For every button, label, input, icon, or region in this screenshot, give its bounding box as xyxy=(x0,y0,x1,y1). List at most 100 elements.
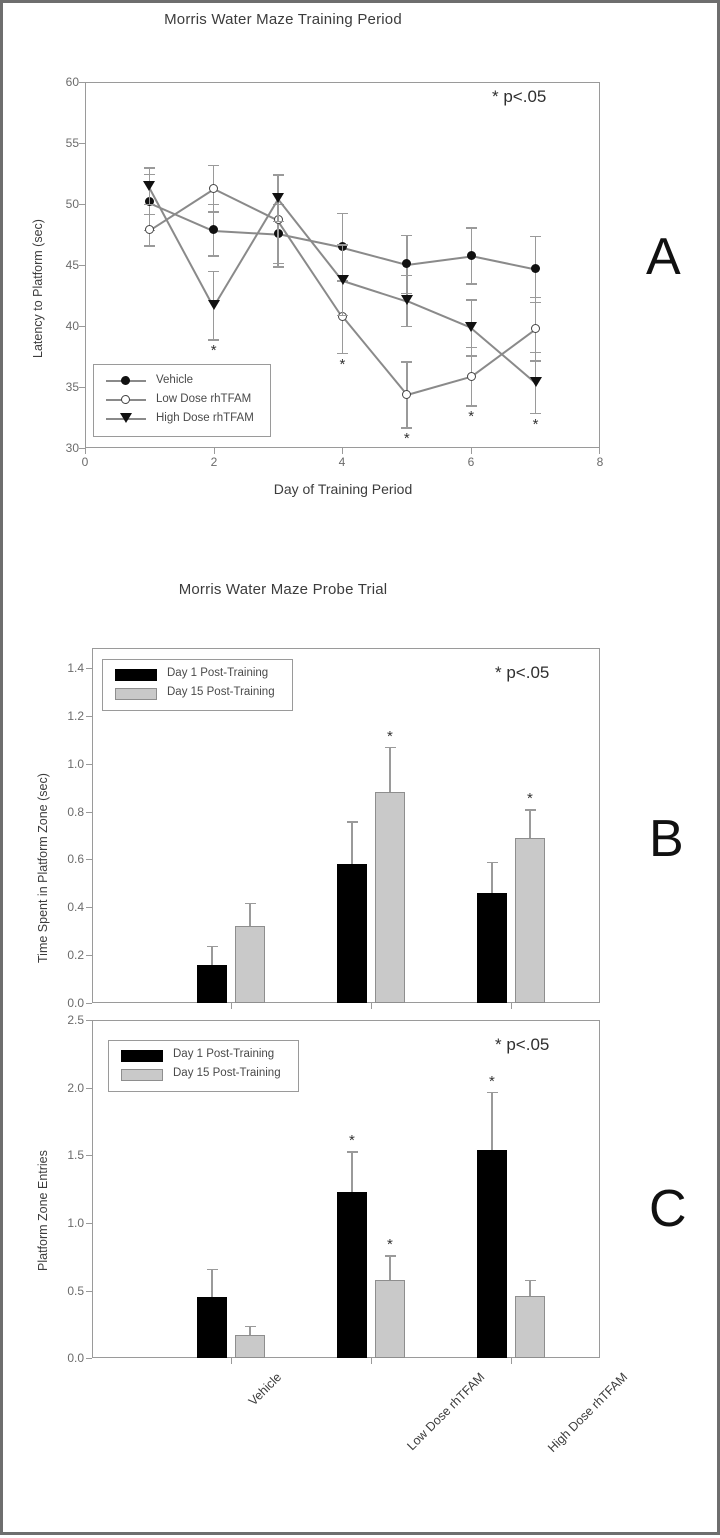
error-bar-cap xyxy=(346,1151,358,1153)
panel-a-xtick-mark xyxy=(85,448,87,454)
error-bar-cap xyxy=(401,274,413,277)
panel-c-ytick: 2.0 xyxy=(67,1081,84,1095)
series-segment xyxy=(148,188,215,232)
panel-a-title: Morris Water Maze Training Period xyxy=(164,11,402,28)
panel-b-title: Morris Water Maze Probe Trial xyxy=(178,581,388,598)
error-bar-cap xyxy=(337,315,348,317)
error-bar-cap xyxy=(465,283,477,285)
error-bar xyxy=(491,1091,493,1150)
panel-c-ytick-mark xyxy=(86,1020,92,1022)
panel-a-xtick: 0 xyxy=(81,455,89,469)
panel-b-legend: Day 1 Post-Training Day 15 Post-Training xyxy=(102,659,293,711)
panel-a-ytick-mark xyxy=(79,204,85,206)
panel-c-xtick-mark xyxy=(371,1358,373,1364)
panel-b: Morris Water Maze Probe Trial B Time Spe… xyxy=(3,563,720,1013)
series-segment xyxy=(406,255,472,266)
error-bar-cap xyxy=(272,173,284,175)
data-point-high-dose xyxy=(465,322,478,333)
error-bar xyxy=(211,945,213,965)
panel-c-xtick-mark xyxy=(511,1358,513,1364)
error-bar xyxy=(389,746,391,793)
error-bar-cap xyxy=(337,352,348,355)
error-bar-cap xyxy=(346,821,358,823)
legend-swatch-black xyxy=(121,1050,163,1062)
panel-c-ytick: 1.0 xyxy=(67,1216,84,1230)
bar-day1 xyxy=(337,1191,367,1358)
panel-b-ytick: 0.2 xyxy=(67,948,84,962)
error-bar-cap xyxy=(384,746,396,749)
panel-c-legend: Day 1 Post-Training Day 15 Post-Training xyxy=(108,1040,299,1092)
panel-b-ytick-mark xyxy=(86,764,92,766)
panel-a-xtick-mark xyxy=(471,448,473,454)
error-bar xyxy=(249,1325,251,1335)
data-point-high-dose xyxy=(143,180,156,191)
legend-label: Day 15 Post-Training xyxy=(167,686,275,698)
legend-label: Day 1 Post-Training xyxy=(167,667,269,679)
panel-b-letter: B xyxy=(649,810,684,868)
panel-a-legend: Vehicle Low Dose rhTFAM High Dose rhTFAM xyxy=(93,364,271,437)
panel-a-series-layer: * * * * * xyxy=(3,3,720,523)
panel-b-bars-layer: * * xyxy=(3,563,720,1013)
legend-row: Vehicle xyxy=(94,371,270,390)
legend-swatch-black xyxy=(115,669,157,681)
significance-star: * xyxy=(210,342,217,360)
error-bar xyxy=(389,1255,391,1280)
panel-a-pvalue-note: * p<.05 xyxy=(492,87,547,106)
bar-day1 xyxy=(477,892,507,1003)
panel-c-ytick-mark xyxy=(86,1088,92,1090)
panel-c-ytick-mark xyxy=(86,1223,92,1225)
error-bar-cap xyxy=(530,296,542,299)
panel-a-ytick-mark xyxy=(79,387,85,389)
significance-star: * xyxy=(403,430,410,448)
open-circle-icon xyxy=(121,395,130,404)
panel-a-xtick: 4 xyxy=(338,455,346,469)
data-point-vehicle xyxy=(466,250,476,260)
panel-c-ytick: 0.0 xyxy=(67,1351,84,1365)
bar-day1 xyxy=(337,864,367,1003)
panel-b-ytick: 1.4 xyxy=(67,661,84,675)
error-bar-cap xyxy=(208,255,220,257)
panel-b-ytick: 0.0 xyxy=(67,996,84,1010)
series-segment xyxy=(213,229,279,235)
panel-b-xtick-mark xyxy=(371,1003,373,1009)
legend-label: Low Dose rhTFAM xyxy=(156,393,252,405)
data-point-vehicle xyxy=(209,225,219,235)
significance-star: * xyxy=(349,1132,355,1150)
panel-a-ytick: 35 xyxy=(65,380,79,394)
error-bar-cap xyxy=(143,167,155,169)
panel-b-ytick-mark xyxy=(86,716,92,718)
error-bar-cap xyxy=(401,234,413,236)
panel-a-letter: A xyxy=(646,228,681,286)
bar-day15 xyxy=(375,792,405,1003)
panel-a-ytick-mark xyxy=(79,448,85,450)
panel-b-ytick-mark xyxy=(86,907,92,909)
panel-b-ytick-mark xyxy=(86,668,92,670)
error-bar xyxy=(249,902,251,927)
panel-c-ytick-mark xyxy=(86,1291,92,1293)
error-bar-cap xyxy=(208,339,220,341)
panel-c-letter: C xyxy=(649,1180,687,1238)
panel-a-xtick-mark xyxy=(214,448,216,454)
legend-label: Day 15 Post-Training xyxy=(173,1067,281,1079)
series-segment xyxy=(341,316,408,396)
error-bar-cap xyxy=(530,351,542,353)
error-bar-cap xyxy=(401,427,413,429)
panel-a-ytick: 55 xyxy=(65,136,79,150)
panel-b-pvalue-note: * p<.05 xyxy=(495,663,550,682)
bar-day15 xyxy=(515,1295,545,1358)
error-bar-cap xyxy=(208,164,220,167)
panel-a-ytick: 40 xyxy=(65,319,79,333)
series-segment xyxy=(213,198,279,307)
series-segment xyxy=(148,186,215,307)
error-bar xyxy=(529,1279,531,1296)
bar-day1 xyxy=(477,1149,507,1358)
legend-row: Day 15 Post-Training xyxy=(103,684,292,703)
significance-star: * xyxy=(387,727,393,745)
panel-a-x-axis-label: Day of Training Period xyxy=(273,481,413,497)
panel-b-ytick-mark xyxy=(86,859,92,861)
legend-row: Day 15 Post-Training xyxy=(109,1065,298,1084)
data-point-low-dose xyxy=(531,323,541,333)
error-bar-cap xyxy=(465,355,477,357)
error-bar-cap xyxy=(208,211,220,213)
